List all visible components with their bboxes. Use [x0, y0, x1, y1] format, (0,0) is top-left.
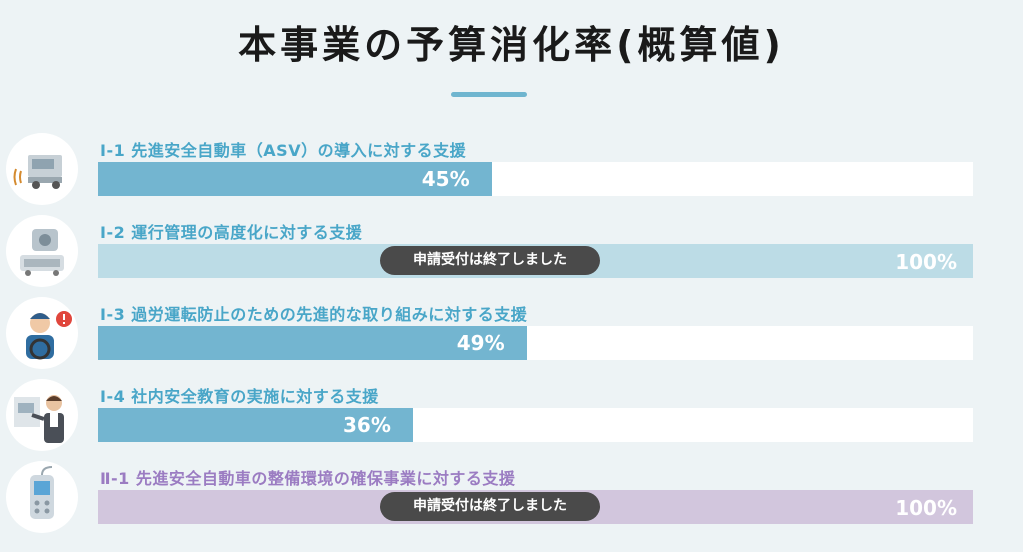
budget-item-5: Ⅱ-1 先進安全自動車の整備環境の確保事業に対する支援 100% 申請受付は終了…: [0, 459, 1023, 543]
progress-fill: [98, 326, 527, 360]
percent-label: 49%: [456, 331, 505, 355]
diagnostic-scanner-icon: [6, 461, 78, 533]
title-underline: [451, 92, 527, 97]
item-label: Ⅰ-2 運行管理の高度化に対する支援: [100, 223, 363, 242]
budget-item-1: Ⅰ-1 先進安全自動車（ASV）の導入に対する支援 45%: [0, 131, 1023, 215]
dashcam-icon: [6, 215, 78, 287]
item-label: Ⅱ-1 先進安全自動車の整備環境の確保事業に対する支援: [100, 469, 516, 488]
percent-label: 36%: [343, 413, 391, 437]
page-title: 本事業の予算消化率(概算値): [238, 23, 785, 67]
progress-fill: [98, 162, 492, 196]
tired-driver-icon: [6, 297, 78, 369]
budget-item-4: Ⅰ-4 社内安全教育の実施に対する支援 36%: [0, 377, 1023, 461]
budget-item-3: Ⅰ-3 過労運転防止のための先進的な取り組みに対する支援 49%: [0, 295, 1023, 379]
item-label: Ⅰ-3 過労運転防止のための先進的な取り組みに対する支援: [100, 305, 528, 324]
progress-fill: [98, 408, 413, 442]
item-label: Ⅰ-4 社内安全教育の実施に対する支援: [100, 387, 379, 406]
item-label: Ⅰ-1 先進安全自動車（ASV）の導入に対する支援: [100, 141, 467, 160]
percent-label: 100%: [895, 250, 957, 274]
percent-label: 45%: [421, 167, 470, 191]
percent-label: 100%: [895, 496, 957, 520]
closed-badge: 申請受付は終了しました: [380, 492, 600, 521]
progress-track: 36%: [98, 408, 973, 442]
progress-track: 49%: [98, 326, 973, 360]
budget-item-2: Ⅰ-2 運行管理の高度化に対する支援 100% 申請受付は終了しました: [0, 213, 1023, 297]
truck-sensor-icon: [6, 133, 78, 205]
progress-track: 45%: [98, 162, 973, 196]
instructor-icon: [6, 379, 78, 451]
closed-badge: 申請受付は終了しました: [380, 246, 600, 275]
